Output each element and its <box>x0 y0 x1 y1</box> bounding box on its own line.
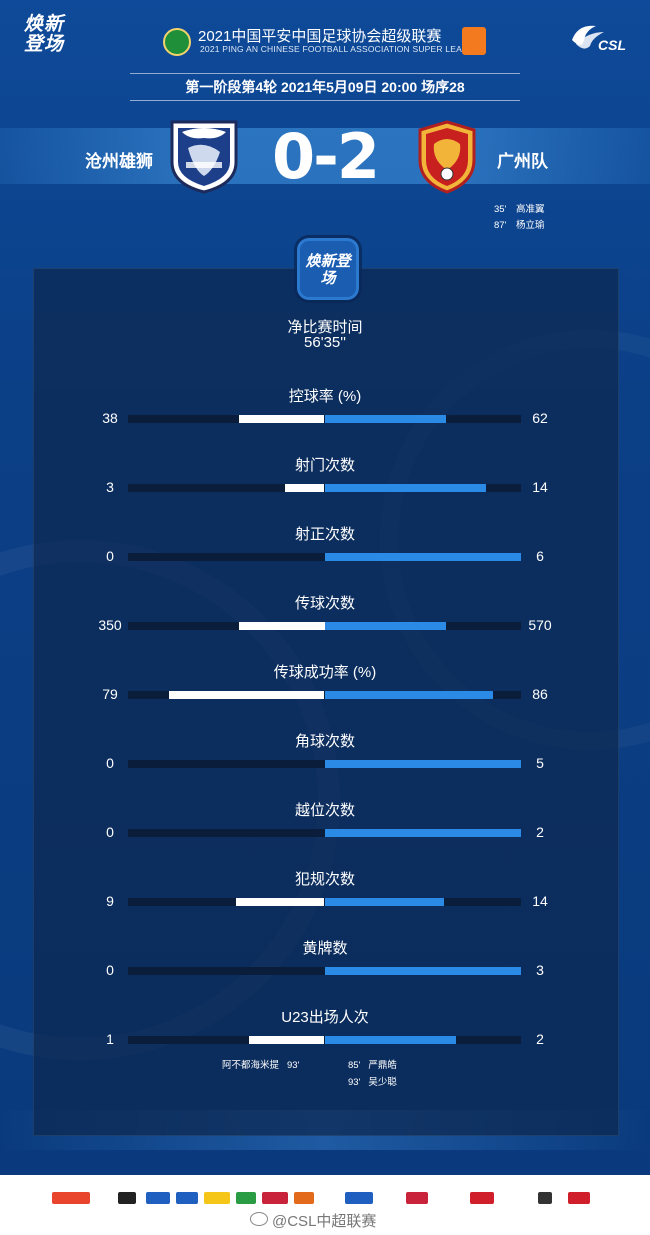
pingan-logo-icon <box>462 27 486 55</box>
stat-bar-home <box>236 898 325 906</box>
sponsor-logo-icon <box>262 1192 288 1204</box>
stat-bar-away <box>324 760 521 768</box>
brand-mark: 焕新登场 <box>24 13 65 55</box>
stat-label: 射正次数 <box>294 526 355 543</box>
divider <box>130 73 520 74</box>
match-info: 第一阶段第4轮 2021年5月09日 20:00 场序28 <box>185 79 465 95</box>
stat-bar-home <box>238 622 325 630</box>
stat-bar-away <box>324 622 447 630</box>
stat-away-value: 5 <box>536 755 544 771</box>
stat-home-value: 3 <box>106 479 114 495</box>
stat-home-value: 1 <box>106 1031 114 1047</box>
stat-label: 黄牌数 <box>302 940 348 957</box>
event-badge: 焕新登场 <box>297 238 359 300</box>
stat-home-value: 350 <box>98 617 122 633</box>
league-title: 2021中国平安中国足球协会超级联赛 <box>198 28 442 45</box>
sponsor-logo-icon <box>236 1192 256 1204</box>
sponsor-logo-icon <box>176 1192 198 1204</box>
stat-away-value: 86 <box>532 686 548 702</box>
stat-label: 控球率 (%) <box>288 388 362 405</box>
stat-bar-away <box>324 691 494 699</box>
divider <box>130 100 520 101</box>
away-u23-sub: 85' 严鼎皓 <box>348 1060 397 1071</box>
stat-home-value: 0 <box>106 755 114 771</box>
sponsor-logo-icon <box>52 1192 90 1204</box>
sponsor-logo-icon <box>538 1192 552 1204</box>
match-score: 0-2 <box>271 120 380 193</box>
league-subtitle: 2021 PING AN CHINESE FOOTBALL ASSOCIATIO… <box>200 44 481 54</box>
stat-bar-home <box>238 415 325 423</box>
stat-away-value: 14 <box>532 479 548 495</box>
sponsor-logo-icon <box>470 1192 494 1204</box>
sponsor-logo-icon <box>204 1192 230 1204</box>
sponsor-bar <box>0 1175 650 1235</box>
away-u23-sub: 93' 吴少聪 <box>348 1077 397 1088</box>
stat-bar-away <box>324 484 487 492</box>
stat-home-value: 0 <box>106 824 114 840</box>
home-team-name: 沧州雄狮 <box>85 152 153 171</box>
stat-label: 越位次数 <box>294 802 355 819</box>
stat-bar-home <box>284 484 325 492</box>
stat-away-value: 14 <box>532 893 548 909</box>
stat-home-value: 0 <box>106 962 114 978</box>
score-band <box>0 128 650 184</box>
sponsor-logo-icon <box>146 1192 170 1204</box>
away-team-name: 广州队 <box>497 152 548 171</box>
stat-label: 射门次数 <box>294 457 355 474</box>
stat-label: 传球次数 <box>294 595 355 612</box>
stat-label: 犯规次数 <box>294 871 355 888</box>
stat-away-value: 2 <box>536 824 544 840</box>
stats-panel <box>33 268 619 1136</box>
csl-label: CSL <box>598 37 626 53</box>
stat-label: 传球成功率 (%) <box>273 664 377 681</box>
sponsor-logo-icon <box>345 1192 373 1204</box>
net-time-value: 56'35'' <box>304 334 346 351</box>
stat-bar-away <box>324 898 445 906</box>
stat-bar-away <box>324 415 447 423</box>
stat-home-value: 9 <box>106 893 114 909</box>
sponsor-logo-icon <box>568 1192 590 1204</box>
goal-entry: 35' 高准翼 <box>494 204 545 215</box>
stat-away-value: 2 <box>536 1031 544 1047</box>
net-time-label: 净比赛时间 <box>287 319 363 336</box>
stat-home-value: 79 <box>102 686 118 702</box>
stat-home-value: 38 <box>102 410 118 426</box>
stat-bar-home <box>169 691 325 699</box>
stat-bar-away <box>324 1036 456 1044</box>
cfa-logo-icon <box>163 28 191 56</box>
stat-bar-home <box>249 1036 325 1044</box>
stat-label: 角球次数 <box>294 733 355 750</box>
weibo-icon <box>250 1212 268 1226</box>
stat-away-value: 570 <box>528 617 552 633</box>
home-u23-sub: 阿不都海米提 93' <box>222 1060 300 1071</box>
away-team-crest-icon <box>418 120 476 194</box>
stat-bar-away <box>324 829 521 837</box>
stat-bar-away <box>324 967 521 975</box>
sponsor-logo-icon <box>294 1192 314 1204</box>
sponsor-logo-icon <box>118 1192 136 1204</box>
stat-bar-away <box>324 553 521 561</box>
home-team-crest-icon <box>170 120 238 194</box>
badge-text: 焕新登场 <box>305 253 351 287</box>
stat-label: U23出场人次 <box>281 1009 369 1026</box>
stat-home-value: 0 <box>106 548 114 564</box>
sponsor-logo-icon <box>406 1192 428 1204</box>
goal-entry: 87' 杨立瑜 <box>494 220 545 231</box>
watermark: @CSL中超联赛 <box>272 1213 377 1230</box>
away-goal-list: 35' 高准翼 87' 杨立瑜 <box>494 202 545 234</box>
csl-logo-icon <box>572 25 604 49</box>
stat-away-value: 62 <box>532 410 548 426</box>
stat-away-value: 6 <box>536 548 544 564</box>
stat-away-value: 3 <box>536 962 544 978</box>
